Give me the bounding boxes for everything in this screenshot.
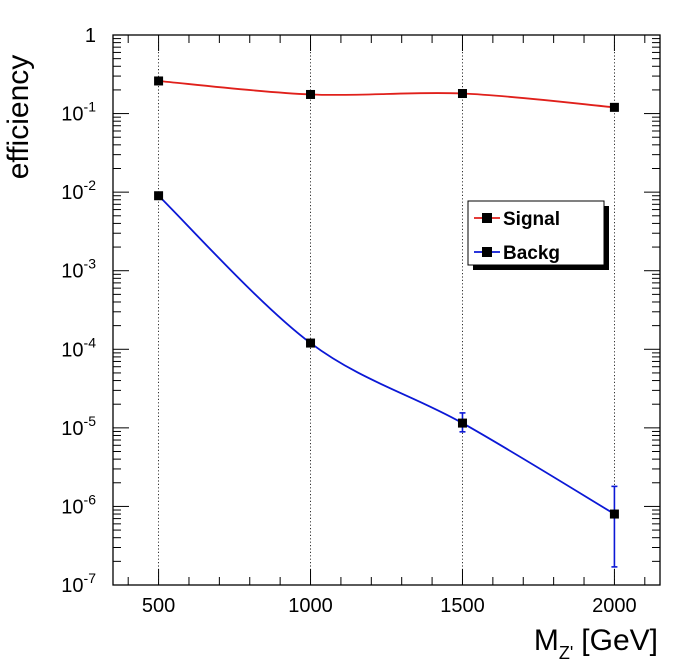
legend-signal-label: Signal [503,209,560,230]
legend-signal-marker [482,213,492,223]
backg-point [306,338,316,348]
x-axis-title-unit: [GeV] [581,624,658,657]
backg-point [609,509,619,519]
backg-point [154,191,164,201]
y-tick-label: 10-6 [61,491,96,518]
y-tick-label: 1 [85,25,96,47]
axis-ticks [113,35,660,586]
x-axis-title-symbol: M [534,624,559,657]
y-axis-title-text: efficiency [2,55,35,180]
signal-point [306,89,316,99]
legend-backg-marker [482,247,492,257]
y-tick-label: 10-1 [61,99,96,126]
y-tick-label: 10-2 [61,177,96,204]
x-axis-title: MZ' [GeV] [534,624,658,663]
y-tick-labels: 10-7 10-6 10-5 10-4 10-3 10-2 10-1 1 [61,25,96,597]
plot-frame [112,34,661,586]
y-tick-label: 10-4 [61,334,96,361]
x-tick-label: 1000 [288,595,333,617]
y-axis-title: efficiency [2,55,35,180]
backg-point [457,418,467,428]
x-axis-title-subscript: Z' [559,643,573,663]
y-tick-label: 10-3 [61,256,96,283]
legend-backg-label: Backg [503,243,560,264]
y-tick-label: 10-7 [61,570,96,597]
x-tick-label: 1500 [440,595,485,617]
signal-point [609,102,619,112]
signal-point [457,89,467,99]
series-layer [154,76,619,568]
x-tick-labels: 500 1000 1500 2000 [142,595,637,617]
legend: Signal Backg [467,200,609,270]
x-tick-label: 2000 [592,595,637,617]
y-tick-label: 10-5 [61,413,96,440]
signal-point [154,76,164,86]
signal-line [158,80,615,109]
backg-line [157,195,615,515]
x-tick-label: 500 [142,595,175,617]
